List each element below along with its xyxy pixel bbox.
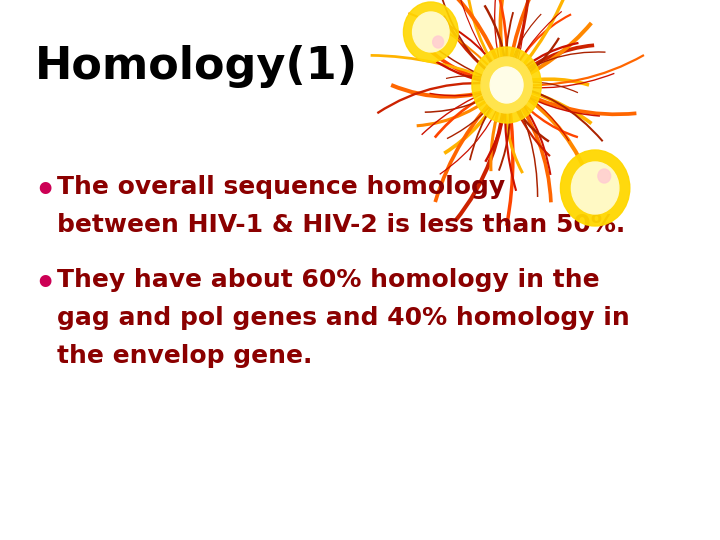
Text: gag and pol genes and 40% homology in: gag and pol genes and 40% homology in <box>57 306 629 330</box>
Circle shape <box>490 67 523 103</box>
Text: Homology(1): Homology(1) <box>35 45 358 88</box>
Text: the envelop gene.: the envelop gene. <box>57 344 312 368</box>
Text: •: • <box>35 175 56 208</box>
Circle shape <box>598 169 611 183</box>
Circle shape <box>413 12 449 52</box>
Circle shape <box>403 2 458 62</box>
Circle shape <box>560 150 630 226</box>
Circle shape <box>572 162 619 214</box>
Text: The overall sequence homology: The overall sequence homology <box>57 175 505 199</box>
Text: •: • <box>35 268 56 301</box>
Text: between HIV-1 & HIV-2 is less than 50%.: between HIV-1 & HIV-2 is less than 50%. <box>57 213 625 237</box>
Circle shape <box>481 57 532 113</box>
Circle shape <box>472 47 541 123</box>
Circle shape <box>433 36 444 48</box>
Text: They have about 60% homology in the: They have about 60% homology in the <box>57 268 599 292</box>
